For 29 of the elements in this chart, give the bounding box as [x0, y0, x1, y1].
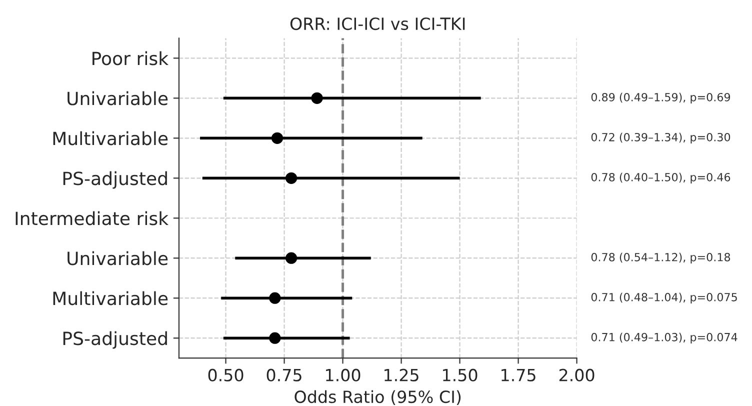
y-tick-label: Univariable: [68, 251, 168, 266]
point: [285, 172, 298, 184]
y-tick-label: Multivariable: [53, 291, 168, 306]
y-tick-label: Poor risk: [92, 51, 169, 66]
x-axis-title: Odds Ratio (95% CI): [294, 390, 461, 406]
y-tick-label: Intermediate risk: [16, 211, 169, 226]
x-tick-label: 1.25: [384, 368, 418, 382]
y-tick-label: Multivariable: [53, 131, 168, 146]
point: [269, 332, 281, 344]
y-tick-label: PS-adjusted: [63, 171, 167, 189]
x-tick-label: 1.50: [443, 368, 478, 382]
point: [269, 292, 281, 304]
chart-title: ORR: ICI-ICI vs ICI-TKI: [290, 17, 465, 30]
point: [311, 92, 323, 104]
text: 0.71 (0.49–1.03), p=0.074: [591, 332, 738, 344]
text: 0.72 (0.39–1.34), p=0.30: [591, 132, 730, 144]
text: 0.78 (0.54–1.12), p=0.18: [591, 252, 730, 264]
y-tick-label: PS-adjusted: [63, 331, 167, 349]
y-tick-label: Univariable: [68, 91, 168, 106]
point: [285, 252, 298, 264]
text: 0.78 (0.40–1.50), p=0.46: [591, 172, 730, 184]
x-tick-label: 1.75: [502, 369, 536, 382]
text: 0.71 (0.48–1.04), p=0.075: [591, 292, 737, 304]
x-tick-label: 0.75: [266, 368, 302, 382]
x-tick-label: 0.50: [208, 368, 244, 382]
point: [271, 132, 284, 144]
x-tick-label: 2.00: [559, 368, 594, 382]
x-tick-label: 1.00: [326, 368, 360, 382]
text: 0.89 (0.49–1.59), p=0.69: [591, 92, 730, 104]
